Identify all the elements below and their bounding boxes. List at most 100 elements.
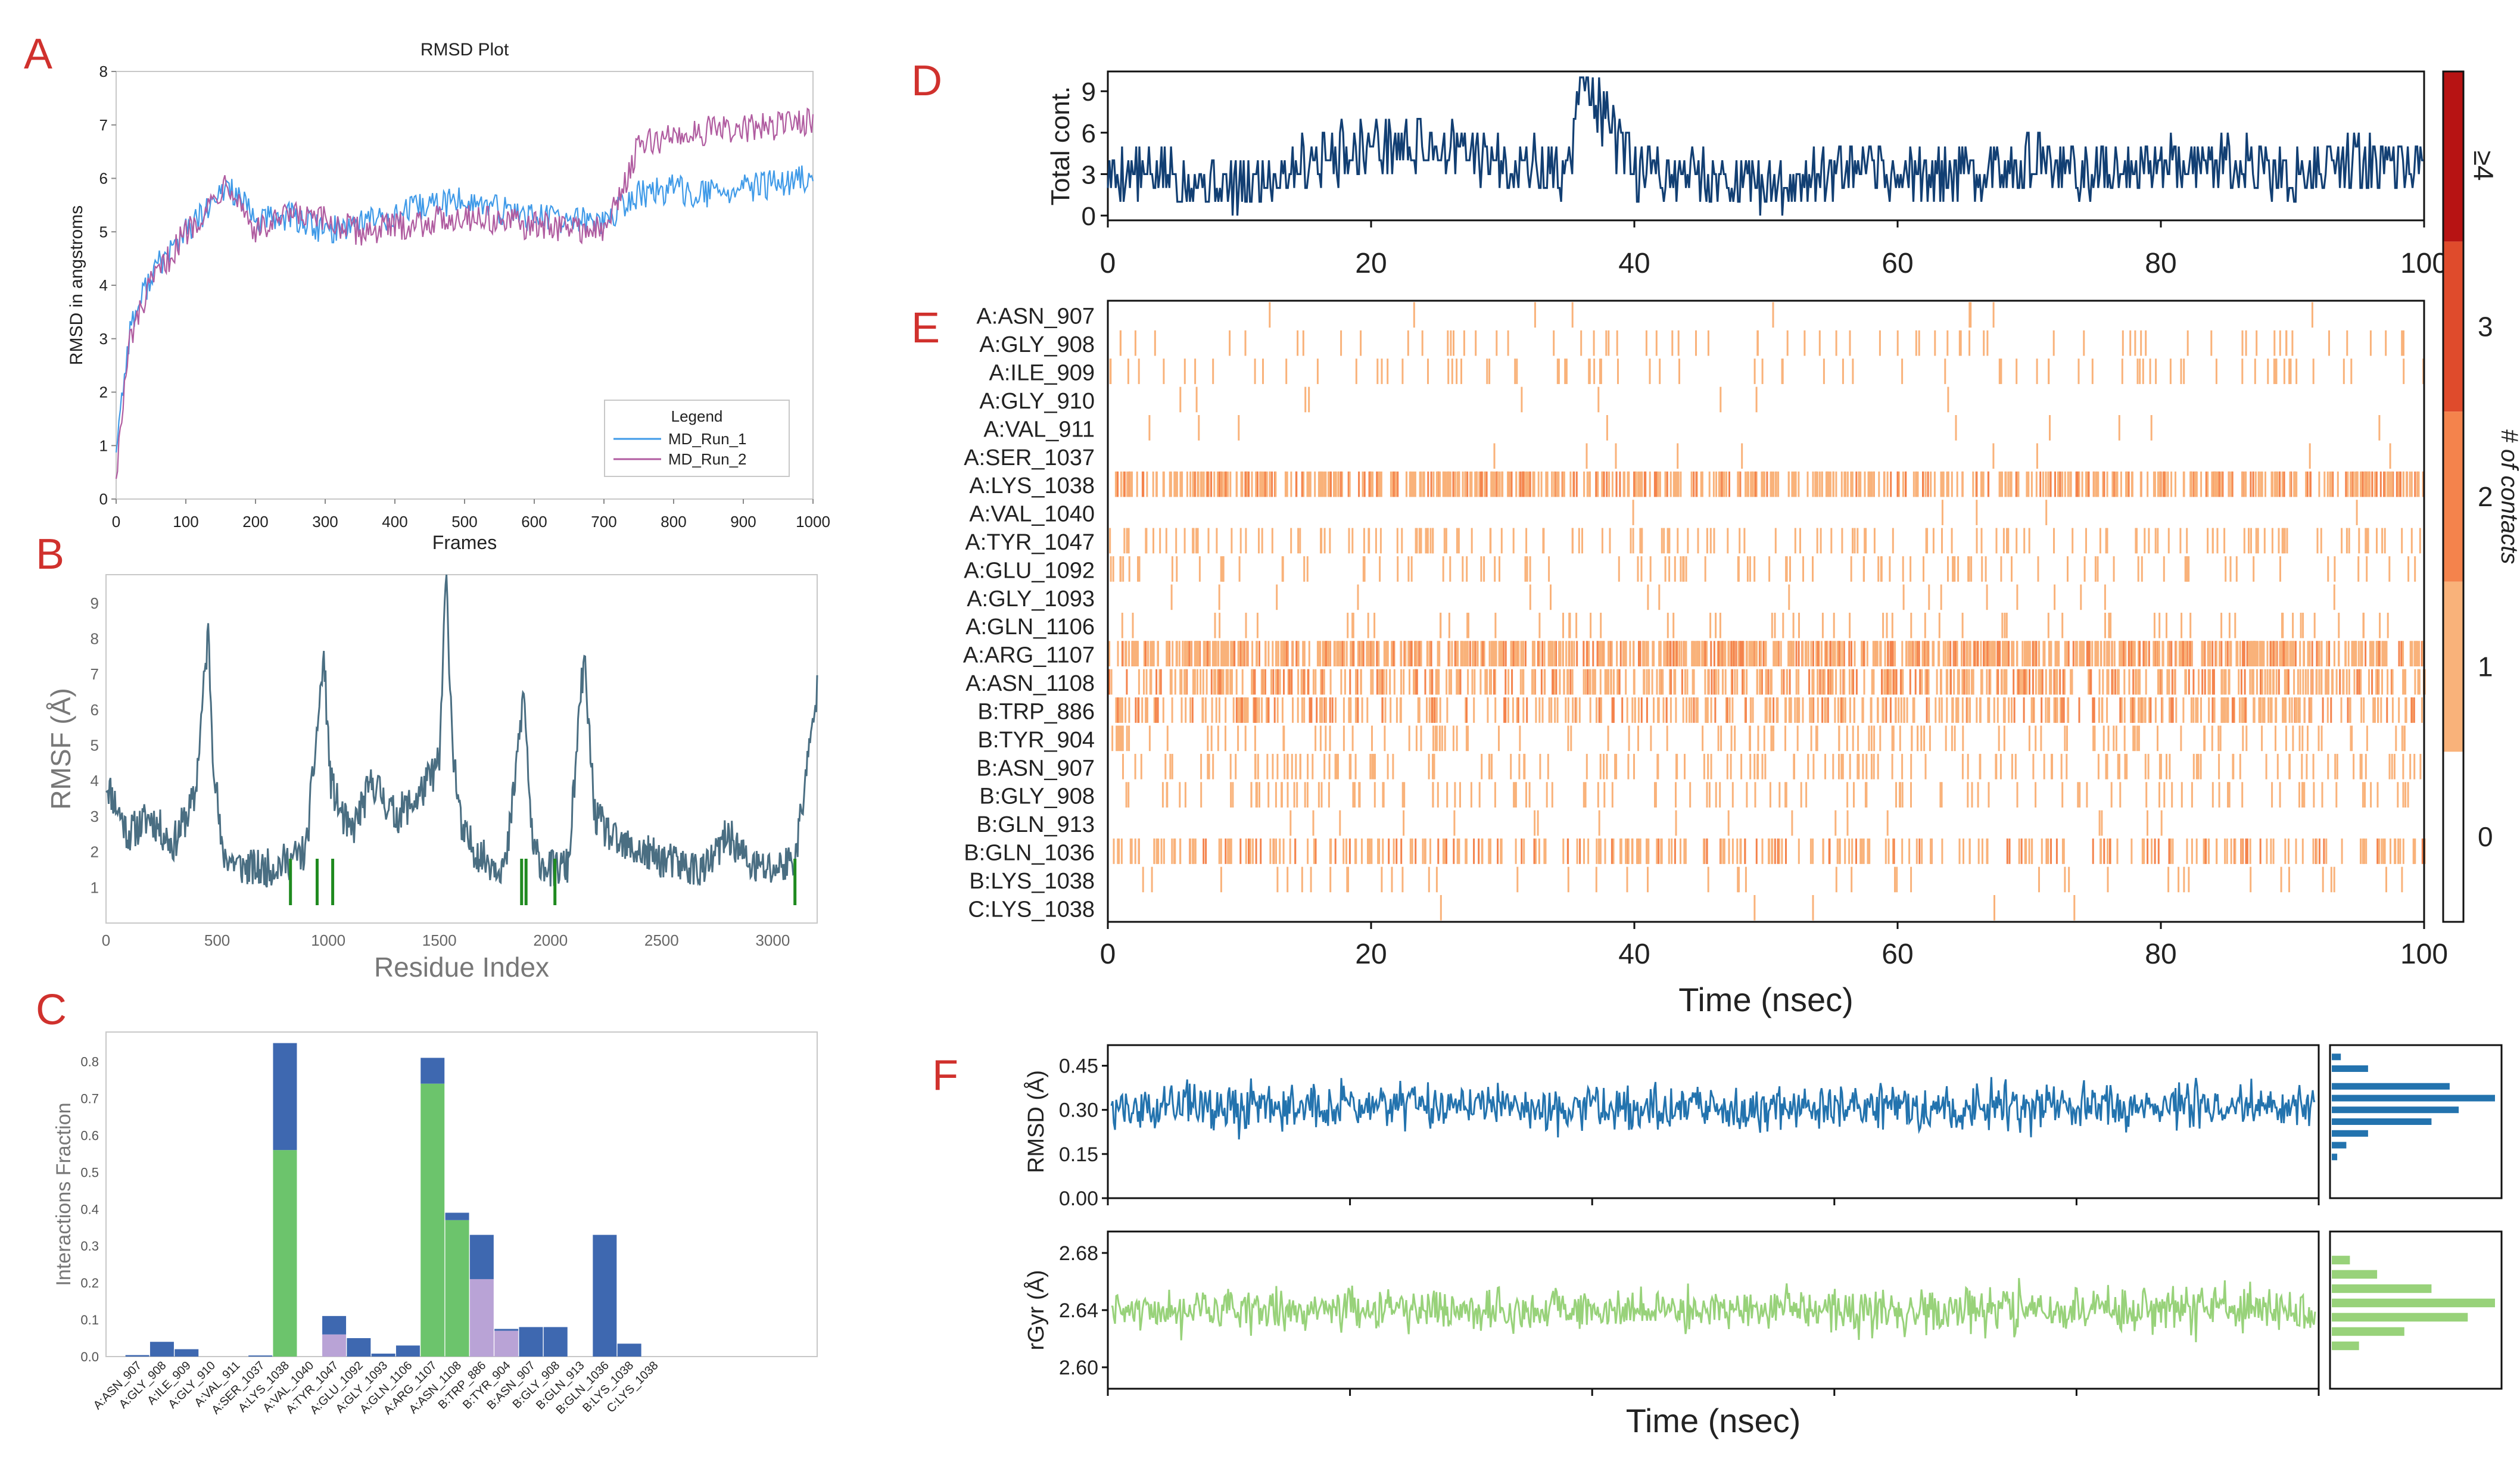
contact-cell (1421, 330, 1423, 356)
contact-cell (2284, 528, 2286, 554)
contact-cell (2409, 641, 2412, 666)
contact-cell (1794, 471, 1796, 497)
contact-cell (2328, 641, 2330, 666)
contact-cell (1977, 782, 1979, 808)
contact-cell (2292, 612, 2294, 638)
contact-cell (1655, 782, 1657, 808)
contact-cell (2323, 838, 2325, 864)
contact-cell (1450, 330, 1452, 356)
contact-cell (2377, 697, 2379, 723)
row-label: B:LYS_1038 (969, 869, 1095, 894)
contact-cell (1408, 725, 1410, 752)
contact-cell (2230, 471, 2232, 497)
contact-cell (1842, 697, 1845, 723)
contact-cell (1248, 471, 1250, 497)
contact-cell (2316, 641, 2318, 666)
contact-cell (1669, 641, 1672, 666)
contact-cell (2072, 641, 2074, 666)
contact-cell (2090, 669, 2092, 695)
contact-cell (1543, 641, 1546, 666)
contact-cell (2100, 838, 2102, 864)
contact-cell (1823, 669, 1826, 695)
contact-cell (1958, 669, 1960, 695)
contact-cell (2018, 838, 2020, 864)
contact-cell (1454, 782, 1456, 808)
contact-cell (1451, 641, 1453, 666)
contact-cell (1389, 669, 1391, 695)
contact-cell (1873, 669, 1875, 695)
contact-cell (1519, 471, 1522, 497)
contact-cell (1255, 471, 1257, 497)
contact-cell (1611, 641, 1613, 666)
contact-cell (1295, 471, 1298, 497)
contact-cell (1603, 753, 1605, 780)
contact-cell (1686, 669, 1689, 695)
contact-cell (1459, 669, 1462, 695)
contact-cell (2215, 358, 2217, 384)
contact-cell (1808, 669, 1811, 695)
contact-cell (1805, 782, 1808, 808)
contact-cell (1832, 471, 1834, 497)
contact-cell (1219, 471, 1222, 497)
contact-cell (1740, 641, 1743, 666)
histogram (2329, 1230, 2503, 1390)
contact-cell (1553, 471, 1555, 497)
contact-cell (2064, 641, 2066, 666)
contact-cell (1864, 528, 1866, 554)
contact-cell (1122, 471, 1125, 497)
y-tick-label: 6 (99, 170, 108, 188)
contact-cell (1781, 358, 1783, 384)
contact-cell (1556, 358, 1559, 384)
contact-cell (2207, 641, 2209, 666)
contact-cell (2136, 528, 2138, 554)
contact-cell (2221, 669, 2223, 695)
contact-cell (1500, 528, 1503, 554)
contact-cell (1870, 753, 1873, 780)
contact-cell (1981, 669, 1983, 695)
contact-cell (1509, 471, 1511, 497)
contact-cell (1746, 669, 1748, 695)
contact-cell (2130, 838, 2133, 864)
contact-cell (1488, 669, 1491, 695)
contact-cell (1108, 641, 1111, 666)
contact-cell (1961, 669, 1964, 695)
contact-cell (1690, 471, 1693, 497)
contact-cell (1363, 471, 1366, 497)
contact-cell (1806, 471, 1809, 497)
contact-cell (1817, 641, 1819, 666)
contact-cell (1157, 838, 1160, 864)
contact-cell (1926, 697, 1928, 723)
contact-cell (1812, 697, 1815, 723)
contact-cell (2283, 358, 2285, 384)
contact-cell (1663, 641, 1665, 666)
hist-bar (2332, 1313, 2468, 1322)
contact-cell (1672, 612, 1675, 638)
contact-cell (1725, 697, 1727, 723)
contact-cell (1851, 471, 1854, 497)
contact-cell (2378, 641, 2380, 666)
contact-cell (2133, 725, 2136, 752)
contact-cell (1788, 584, 1790, 610)
contact-cell (1385, 669, 1388, 695)
contact-cell (1542, 528, 1544, 554)
contact-cell (1619, 838, 1621, 864)
contact-cell (1198, 415, 1200, 441)
contact-cell (1728, 697, 1731, 723)
contact-cell (2384, 471, 2387, 497)
contact-cell (2054, 584, 2056, 610)
contact-cell (1809, 697, 1811, 723)
contact-cell (2093, 471, 2095, 497)
contact-cell (2342, 669, 2344, 695)
contact-cell (2414, 669, 2416, 695)
contact-cell (1287, 753, 1289, 780)
contact-cell (1218, 471, 1220, 497)
contact-cell (1731, 782, 1734, 808)
contact-cell (2310, 697, 2313, 723)
contact-cell (2143, 838, 2145, 864)
contact-cell (2360, 753, 2363, 780)
contact-cell (2389, 443, 2391, 469)
contact-cell (1275, 782, 1277, 808)
contact-cell (2139, 358, 2141, 384)
contact-cell (1862, 641, 1865, 666)
contact-cell (1373, 753, 1375, 780)
